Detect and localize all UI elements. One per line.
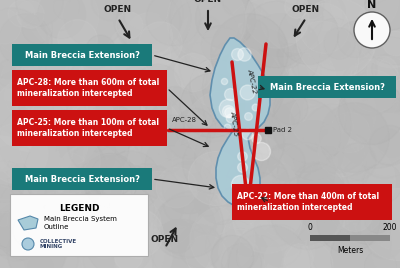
Text: Pad 2: Pad 2 <box>273 127 292 133</box>
Text: OPEN: OPEN <box>194 0 222 4</box>
Text: N: N <box>367 0 377 10</box>
Circle shape <box>22 238 34 250</box>
Text: APC-25: APC-25 <box>229 110 238 136</box>
Text: Pad 3: Pad 3 <box>248 207 267 213</box>
Bar <box>12 110 167 146</box>
Bar <box>12 168 152 190</box>
Text: APC-28: More than 600m of total
mineralization intercepted: APC-28: More than 600m of total minerali… <box>17 78 159 98</box>
Text: APC-28: APC-28 <box>172 117 197 123</box>
Text: 0: 0 <box>308 223 312 232</box>
Text: APC-25: More than 100m of total
mineralization intercepted: APC-25: More than 100m of total minerali… <box>17 118 159 138</box>
Bar <box>12 44 152 66</box>
Text: OPEN: OPEN <box>151 235 179 244</box>
Text: Main Breccia Extension?: Main Breccia Extension? <box>24 174 140 184</box>
Text: Meters: Meters <box>337 246 363 255</box>
Text: LEGEND: LEGEND <box>59 204 99 213</box>
Text: Main Breccia Extension?: Main Breccia Extension? <box>24 50 140 59</box>
Text: OPEN: OPEN <box>292 5 320 14</box>
Bar <box>12 70 167 106</box>
Text: Main Breccia Extension?: Main Breccia Extension? <box>270 83 384 91</box>
Bar <box>258 76 396 98</box>
Text: 200: 200 <box>383 223 397 232</box>
Polygon shape <box>210 38 270 207</box>
Text: Main Breccia System
Outline: Main Breccia System Outline <box>44 216 117 230</box>
Bar <box>310 235 390 241</box>
Text: OPEN: OPEN <box>104 5 132 14</box>
Bar <box>310 235 350 241</box>
Bar <box>10 194 148 256</box>
Text: APC-22: More than 400m of total
mineralization intercepted: APC-22: More than 400m of total minerali… <box>237 192 379 213</box>
Text: COLLECTIVE
MINING: COLLECTIVE MINING <box>40 239 77 250</box>
Bar <box>232 184 392 220</box>
Polygon shape <box>18 216 38 230</box>
Circle shape <box>354 12 390 48</box>
Text: APC-22: APC-22 <box>246 68 257 94</box>
